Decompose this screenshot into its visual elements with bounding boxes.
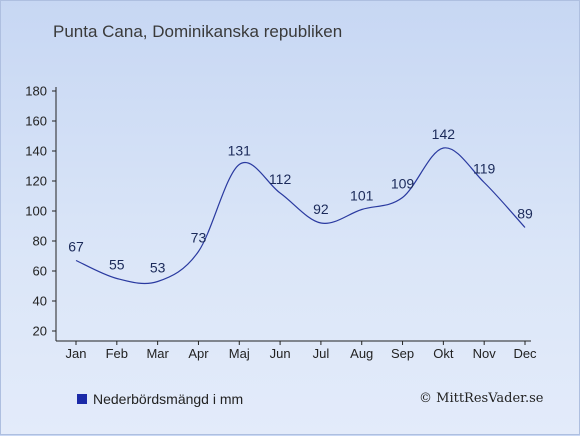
y-tick-label: 60 — [33, 264, 47, 279]
x-tick-label: Okt — [433, 346, 454, 361]
legend-swatch — [77, 394, 87, 404]
x-tick-label: Jul — [313, 346, 330, 361]
data-label: 131 — [228, 143, 252, 159]
data-label: 53 — [150, 260, 166, 276]
x-tick-label: Mar — [146, 346, 169, 361]
data-label: 101 — [350, 188, 374, 204]
chart-title: Punta Cana, Dominikanska republiken — [53, 22, 343, 41]
x-tick-label: Feb — [106, 346, 128, 361]
legend: Nederbördsmängd i mm — [77, 391, 243, 407]
x-tick-label: Jun — [270, 346, 291, 361]
x-tick-label: Jan — [66, 346, 87, 361]
data-label: 89 — [517, 206, 533, 222]
x-tick-label: Nov — [473, 346, 497, 361]
data-label: 73 — [191, 230, 207, 246]
y-tick-label: 100 — [25, 204, 47, 219]
y-tick-label: 160 — [25, 114, 47, 129]
y-tick-label: 120 — [25, 174, 47, 189]
x-tick-label: Dec — [513, 346, 537, 361]
data-label: 119 — [473, 161, 496, 177]
series-line-precipitation — [75, 147, 526, 285]
y-tick-label: 40 — [33, 294, 47, 309]
data-label: 112 — [269, 171, 292, 187]
data-label: 55 — [109, 257, 125, 273]
y-tick-label: 140 — [25, 144, 47, 159]
y-tick-label: 180 — [25, 84, 47, 99]
x-tick-label: Apr — [188, 346, 209, 361]
legend-label: Nederbördsmängd i mm — [93, 391, 244, 407]
data-label: 92 — [313, 201, 329, 217]
copyright-credit: © MittResVader.se — [419, 391, 544, 406]
data-label: 67 — [68, 239, 84, 255]
data-label: 142 — [432, 126, 456, 142]
y-tick-label: 20 — [33, 324, 47, 339]
x-tick-label: Sep — [391, 346, 414, 361]
x-tick-label: Maj — [229, 346, 250, 361]
data-label: 109 — [391, 176, 415, 192]
x-tick-label: Aug — [350, 346, 373, 361]
y-tick-label: 80 — [33, 234, 47, 249]
